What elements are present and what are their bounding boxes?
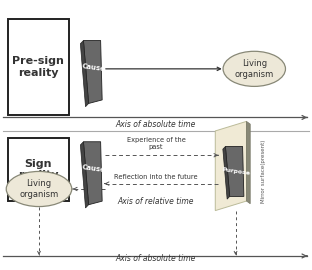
- Polygon shape: [83, 142, 102, 205]
- Polygon shape: [223, 146, 230, 199]
- Text: Cause: Cause: [81, 63, 106, 72]
- Polygon shape: [80, 40, 89, 107]
- Text: Purpose: Purpose: [221, 167, 250, 176]
- Text: Reflection into the future: Reflection into the future: [114, 174, 198, 180]
- Text: Cause: Cause: [81, 164, 106, 173]
- Polygon shape: [80, 142, 89, 208]
- Ellipse shape: [223, 51, 285, 86]
- Text: Mirror surface(present): Mirror surface(present): [261, 140, 266, 203]
- Polygon shape: [83, 40, 102, 103]
- FancyBboxPatch shape: [8, 138, 69, 201]
- Text: Living
organism: Living organism: [235, 59, 274, 79]
- Polygon shape: [215, 122, 246, 211]
- FancyBboxPatch shape: [8, 19, 69, 115]
- Text: Sign
reality: Sign reality: [18, 158, 58, 180]
- Polygon shape: [225, 146, 244, 197]
- Text: Living
organism: Living organism: [19, 179, 59, 199]
- Text: Axis of absolute time: Axis of absolute time: [116, 254, 196, 263]
- Text: Axis of absolute time: Axis of absolute time: [116, 120, 196, 129]
- Text: Pre-sign
reality: Pre-sign reality: [12, 56, 64, 78]
- Text: Axis of relative time: Axis of relative time: [118, 197, 194, 207]
- Polygon shape: [246, 122, 250, 204]
- Text: Experience of the
past: Experience of the past: [127, 137, 185, 150]
- Ellipse shape: [6, 171, 72, 207]
